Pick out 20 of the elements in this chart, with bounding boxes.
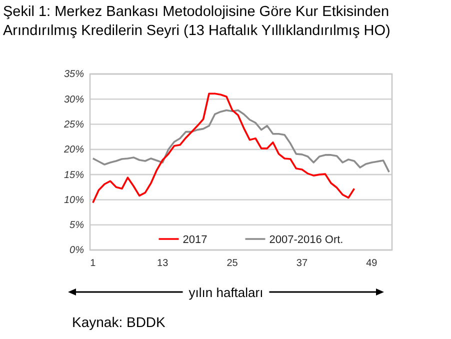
x-tick-label: 49: [366, 258, 378, 270]
x-axis-title: yılın haftaları: [188, 285, 264, 300]
legend-label: 2007-2016 Ort.: [269, 234, 344, 246]
y-tick-label: 5%: [70, 220, 84, 232]
y-tick-label: 30%: [64, 94, 84, 106]
x-tick-label: 25: [226, 258, 238, 270]
legend-label: 2017: [182, 234, 208, 246]
line-series: [92, 109, 390, 173]
y-tick-label: 25%: [62, 119, 84, 130]
x-tick-label: 1: [90, 258, 96, 270]
x-tick-label: 37: [296, 258, 308, 270]
y-tick-label: 10%: [64, 194, 84, 206]
chart-title: Şekil 1: Merkez Bankası Metodolojisine Göre Kur Etkisinden Arındırılmış Kredilerin Seyri (13 Haftalık Yıllıklandırılmış HO): [3, 4, 390, 39]
y-tick-label: 15%: [64, 170, 84, 181]
text: Kaynak: BDDK: [72, 314, 166, 330]
y-tick-label: 20%: [62, 144, 84, 156]
y-tick-label: 35%: [64, 69, 84, 80]
y-tick-label: 0%: [70, 245, 84, 256]
line-series: [92, 92, 356, 204]
x-tick-label: 13: [157, 258, 169, 270]
